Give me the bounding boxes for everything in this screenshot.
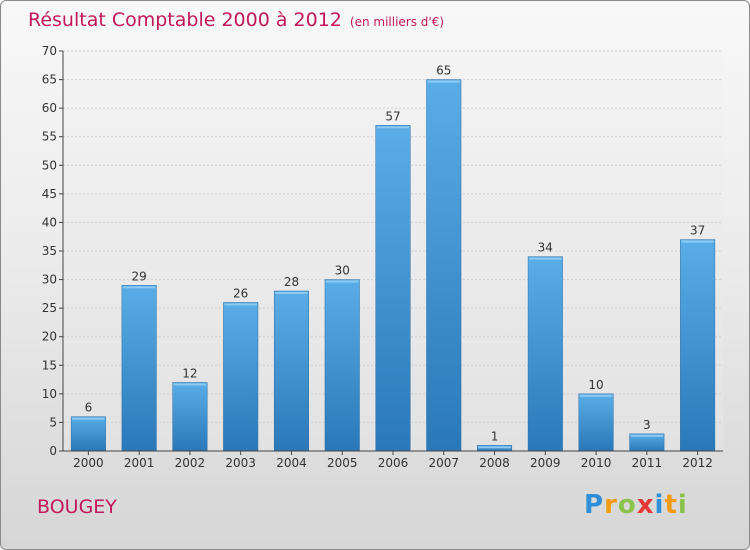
bar-2003 <box>223 302 259 452</box>
y-tick-label: 35 <box>42 244 57 258</box>
bar-value-label: 12 <box>182 366 197 380</box>
bar-highlight <box>529 257 562 260</box>
logo-letter: P <box>584 490 605 520</box>
proxiti-logo: Proxiti <box>584 490 688 520</box>
bar-2006 <box>375 125 411 452</box>
logo-letter: i <box>654 490 665 520</box>
bar-2000 <box>70 416 106 452</box>
y-tick-label: 50 <box>42 158 57 172</box>
bar-value-label: 6 <box>85 401 93 415</box>
x-tick-label: 2011 <box>632 456 663 470</box>
bar-highlight <box>630 434 664 437</box>
bar-value-label: 3 <box>643 418 651 432</box>
bar-highlight <box>681 240 714 243</box>
bar-2001 <box>121 285 157 452</box>
y-tick-label: 55 <box>42 130 57 144</box>
x-tick-label: 2004 <box>276 456 307 470</box>
bar-value-label: 26 <box>233 286 248 300</box>
bar-2009 <box>527 256 563 452</box>
y-tick-label: 30 <box>42 273 57 287</box>
bar-2004 <box>273 290 309 452</box>
bar-value-label: 1 <box>491 429 499 443</box>
x-tick-label: 2001 <box>124 456 155 470</box>
bar-highlight <box>122 286 156 289</box>
bar-highlight <box>478 446 511 449</box>
chart-title: Résultat Comptable 2000 à 2012 (en millie… <box>28 9 444 31</box>
bar-highlight <box>72 417 105 420</box>
x-axis: 2000 2001 2002 2003 2004 2005 2006 2007 2008 2009… <box>63 450 723 470</box>
y-tick-label: 15 <box>42 358 57 372</box>
bar-value-label: 57 <box>385 109 400 123</box>
y-tick-label: 70 <box>42 44 57 58</box>
y-tick-label: 65 <box>42 73 57 87</box>
y-tick-label: 25 <box>42 301 57 315</box>
logo-letter: x <box>636 490 655 520</box>
x-tick-label: 2008 <box>479 456 510 470</box>
x-tick-label: 2007 <box>428 456 459 470</box>
bar-highlight <box>173 383 207 386</box>
bar-highlight <box>376 126 410 129</box>
y-tick-label: 20 <box>42 330 57 344</box>
y-tick-label: 40 <box>42 215 57 229</box>
y-tick-label: 5 <box>49 415 57 429</box>
chart-subtitle: (en milliers d'€) <box>349 15 445 29</box>
bar-2007 <box>426 79 462 452</box>
bar-2002 <box>172 382 208 452</box>
logo-letter: r <box>604 490 618 520</box>
bar-value-label: 29 <box>132 269 147 283</box>
bar-value-label: 30 <box>335 264 350 278</box>
x-tick-label: 2006 <box>378 456 409 470</box>
logo-letter: t <box>664 490 678 520</box>
bar-highlight <box>275 292 308 294</box>
bar-highlight <box>427 80 461 83</box>
logo-letter: o <box>617 490 637 520</box>
bar-highlight <box>579 394 613 397</box>
x-tick-label: 2009 <box>530 456 561 470</box>
bar-value-label: 10 <box>588 378 603 392</box>
place-name: BOUGEY <box>37 496 117 518</box>
x-tick-label: 2010 <box>581 456 612 470</box>
bar-highlight <box>224 303 257 306</box>
y-axis: 0 5 10 15 20 25 30 35 40 45 50 55 60 65 70 <box>42 44 64 458</box>
bar-2012 <box>680 239 716 452</box>
chart-title-text: Résultat Comptable 2000 à 2012 <box>28 9 342 31</box>
bar-value-label: 37 <box>690 224 705 238</box>
y-tick-label: 10 <box>42 387 57 401</box>
bar-value-label: 34 <box>538 241 553 255</box>
bar-value-label: 65 <box>436 64 451 78</box>
bar-highlight <box>325 280 359 283</box>
x-tick-label: 2003 <box>225 456 256 470</box>
x-tick-label: 2002 <box>175 456 206 470</box>
x-tick-label: 2012 <box>682 456 713 470</box>
x-tick-label: 2005 <box>327 456 358 470</box>
x-tick-label: 2000 <box>73 456 104 470</box>
bar-2005 <box>324 279 360 452</box>
logo-letter: i <box>677 490 688 520</box>
y-tick-label: 0 <box>49 444 57 458</box>
bar-value-label: 28 <box>284 275 299 289</box>
y-tick-label: 60 <box>42 101 57 115</box>
bar-2010 <box>578 393 614 452</box>
y-tick-label: 45 <box>42 187 57 201</box>
